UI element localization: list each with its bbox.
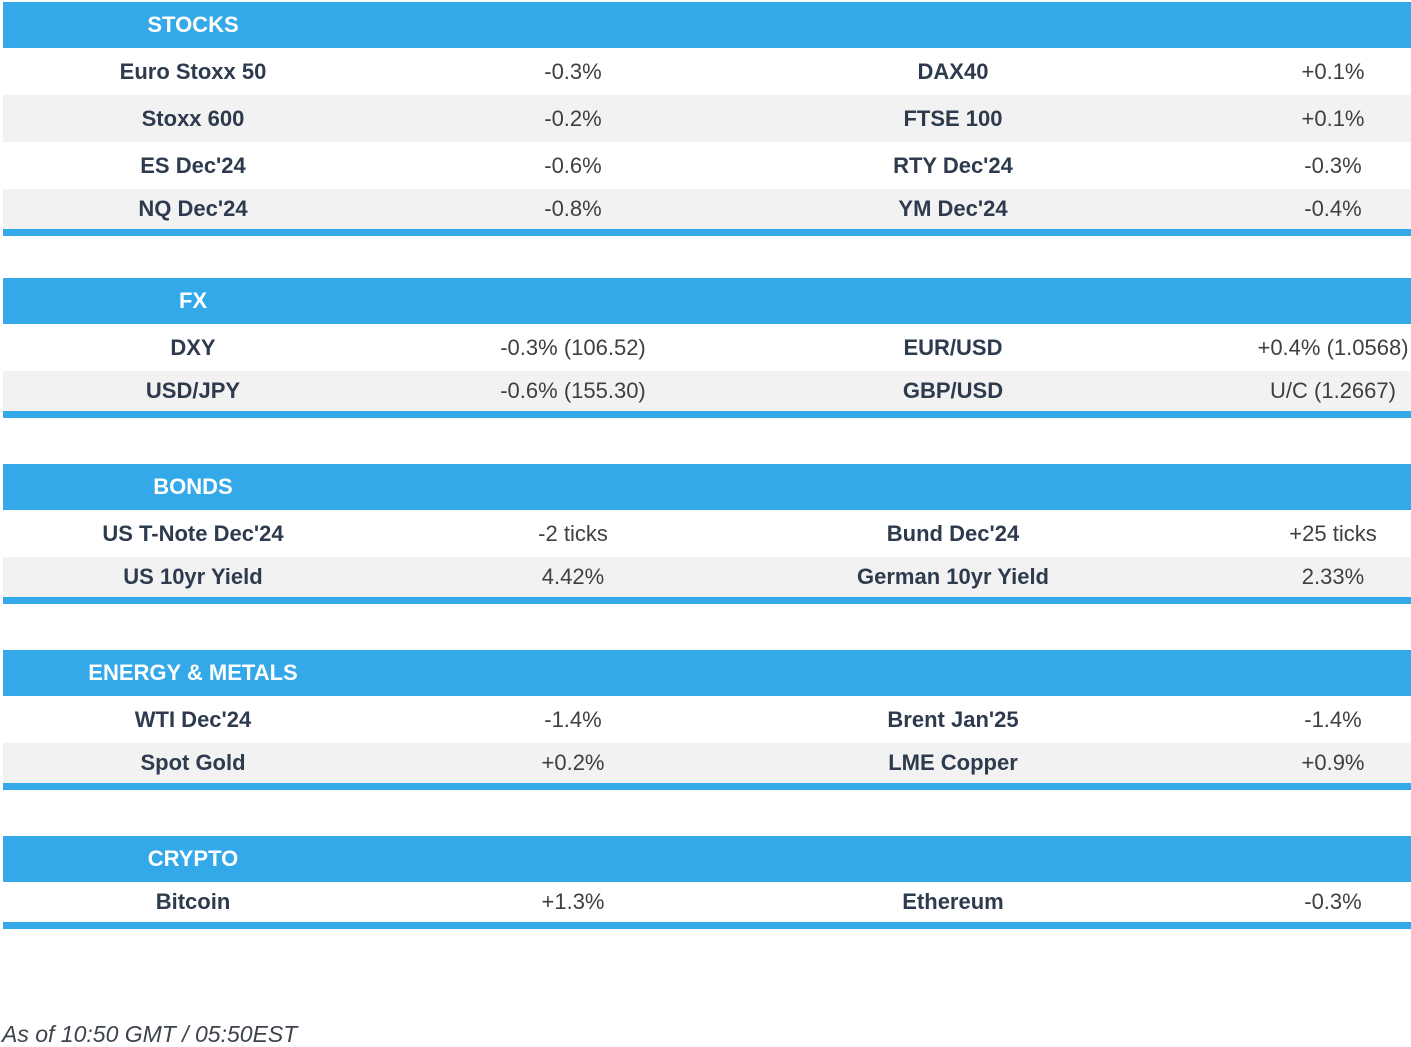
- table-row: NQ Dec'24 -0.8% YM Dec'24 -0.4%: [3, 189, 1411, 229]
- instrument-value: -0.3%: [1304, 152, 1362, 178]
- table-row: Bitcoin +1.3% Ethereum -0.3%: [3, 882, 1411, 922]
- instrument-label: USD/JPY: [145, 378, 241, 403]
- market-summary-table: STOCKS Euro Stoxx 50 -0.3% DAX40 +0.1% S…: [3, 0, 1411, 975]
- instrument-value: -2 ticks: [538, 520, 608, 546]
- section-header-fx: FX: [3, 278, 1411, 324]
- instrument-label: WTI Dec'24: [134, 706, 252, 732]
- instrument-value: +0.9%: [1301, 750, 1365, 775]
- instrument-label: DAX40: [917, 58, 989, 84]
- instrument-value: -1.4%: [544, 706, 602, 732]
- section-fx: FX DXY -0.3% (106.52) EUR/USD +0.4% (1.0…: [3, 278, 1411, 418]
- instrument-label: Stoxx 600: [141, 105, 245, 131]
- instrument-value: -0.3%: [1304, 889, 1362, 914]
- section-title: CRYPTO: [147, 846, 239, 871]
- instrument-label: Ethereum: [902, 889, 1004, 914]
- table-row: Spot Gold +0.2% LME Copper +0.9%: [3, 743, 1411, 783]
- instrument-label: German 10yr Yield: [857, 564, 1049, 589]
- instrument-value: -0.4%: [1304, 196, 1362, 221]
- instrument-label: Brent Jan'25: [887, 706, 1019, 732]
- instrument-value: -0.2%: [544, 105, 602, 131]
- section-header-crypto: CRYPTO: [3, 836, 1411, 882]
- section-energy-metals: ENERGY & METALS WTI Dec'24 -1.4% Brent J…: [3, 650, 1411, 790]
- table-row: Euro Stoxx 50 -0.3% DAX40 +0.1%: [3, 48, 1411, 95]
- instrument-value: 2.33%: [1301, 564, 1365, 589]
- instrument-label: NQ Dec'24: [138, 196, 248, 221]
- section-crypto: CRYPTO Bitcoin +1.3% Ethereum -0.3%: [3, 836, 1411, 929]
- instrument-value: -0.8%: [544, 196, 602, 221]
- instrument-value: -0.6% (155.30): [500, 378, 646, 403]
- instrument-label: Bund Dec'24: [886, 520, 1020, 546]
- instrument-value: U/C (1.2667): [1270, 378, 1396, 403]
- instrument-label: US T-Note Dec'24: [102, 520, 284, 546]
- instrument-value: +0.1%: [1301, 58, 1365, 84]
- as-of-timestamp: As of 10:50 GMT / 05:50EST: [2, 1021, 298, 1047]
- section-header-energy-metals: ENERGY & METALS: [3, 650, 1411, 696]
- instrument-label: YM Dec'24: [898, 196, 1008, 221]
- instrument-value: -0.3%: [544, 58, 602, 84]
- instrument-value: 4.42%: [541, 564, 605, 589]
- section-header-stocks: STOCKS: [3, 2, 1411, 48]
- instrument-label: RTY Dec'24: [893, 152, 1013, 178]
- table-row: ES Dec'24 -0.6% RTY Dec'24 -0.3%: [3, 142, 1411, 189]
- section-title: STOCKS: [147, 12, 239, 37]
- instrument-value: +0.2%: [541, 750, 605, 775]
- section-title: BONDS: [153, 474, 233, 499]
- instrument-label: US 10yr Yield: [123, 564, 263, 589]
- instrument-label: ES Dec'24: [140, 152, 246, 178]
- table-inner: STOCKS Euro Stoxx 50 -0.3% DAX40 +0.1% S…: [3, 2, 1411, 929]
- table-row: US T-Note Dec'24 -2 ticks Bund Dec'24 +2…: [3, 510, 1411, 557]
- instrument-value: +0.4% (1.0568): [1257, 334, 1409, 360]
- instrument-label: LME Copper: [888, 750, 1018, 775]
- instrument-label: GBP/USD: [902, 378, 1004, 403]
- table-row: Stoxx 600 -0.2% FTSE 100 +0.1%: [3, 95, 1411, 142]
- section-bonds: BONDS US T-Note Dec'24 -2 ticks Bund Dec…: [3, 464, 1411, 604]
- section-title: FX: [178, 288, 208, 313]
- instrument-value: +25 ticks: [1289, 520, 1377, 546]
- instrument-label: FTSE 100: [903, 105, 1003, 131]
- instrument-value: -0.6%: [544, 152, 602, 178]
- instrument-label: Spot Gold: [140, 750, 246, 775]
- table-row: US 10yr Yield 4.42% German 10yr Yield 2.…: [3, 557, 1411, 597]
- table-row: WTI Dec'24 -1.4% Brent Jan'25 -1.4%: [3, 696, 1411, 743]
- section-stocks: STOCKS Euro Stoxx 50 -0.3% DAX40 +0.1% S…: [3, 2, 1411, 236]
- table-row: DXY -0.3% (106.52) EUR/USD +0.4% (1.0568…: [3, 324, 1411, 371]
- instrument-value: +1.3%: [541, 889, 605, 914]
- table-row: USD/JPY -0.6% (155.30) GBP/USD U/C (1.26…: [3, 371, 1411, 411]
- instrument-value: -0.3% (106.52): [500, 334, 646, 360]
- instrument-label: Bitcoin: [155, 889, 231, 914]
- section-header-bonds: BONDS: [3, 464, 1411, 510]
- instrument-label: EUR/USD: [903, 334, 1003, 360]
- section-title: ENERGY & METALS: [88, 660, 298, 685]
- instrument-label: DXY: [170, 334, 216, 360]
- instrument-value: +0.1%: [1301, 105, 1365, 131]
- instrument-value: -1.4%: [1304, 706, 1362, 732]
- instrument-label: Euro Stoxx 50: [119, 58, 267, 84]
